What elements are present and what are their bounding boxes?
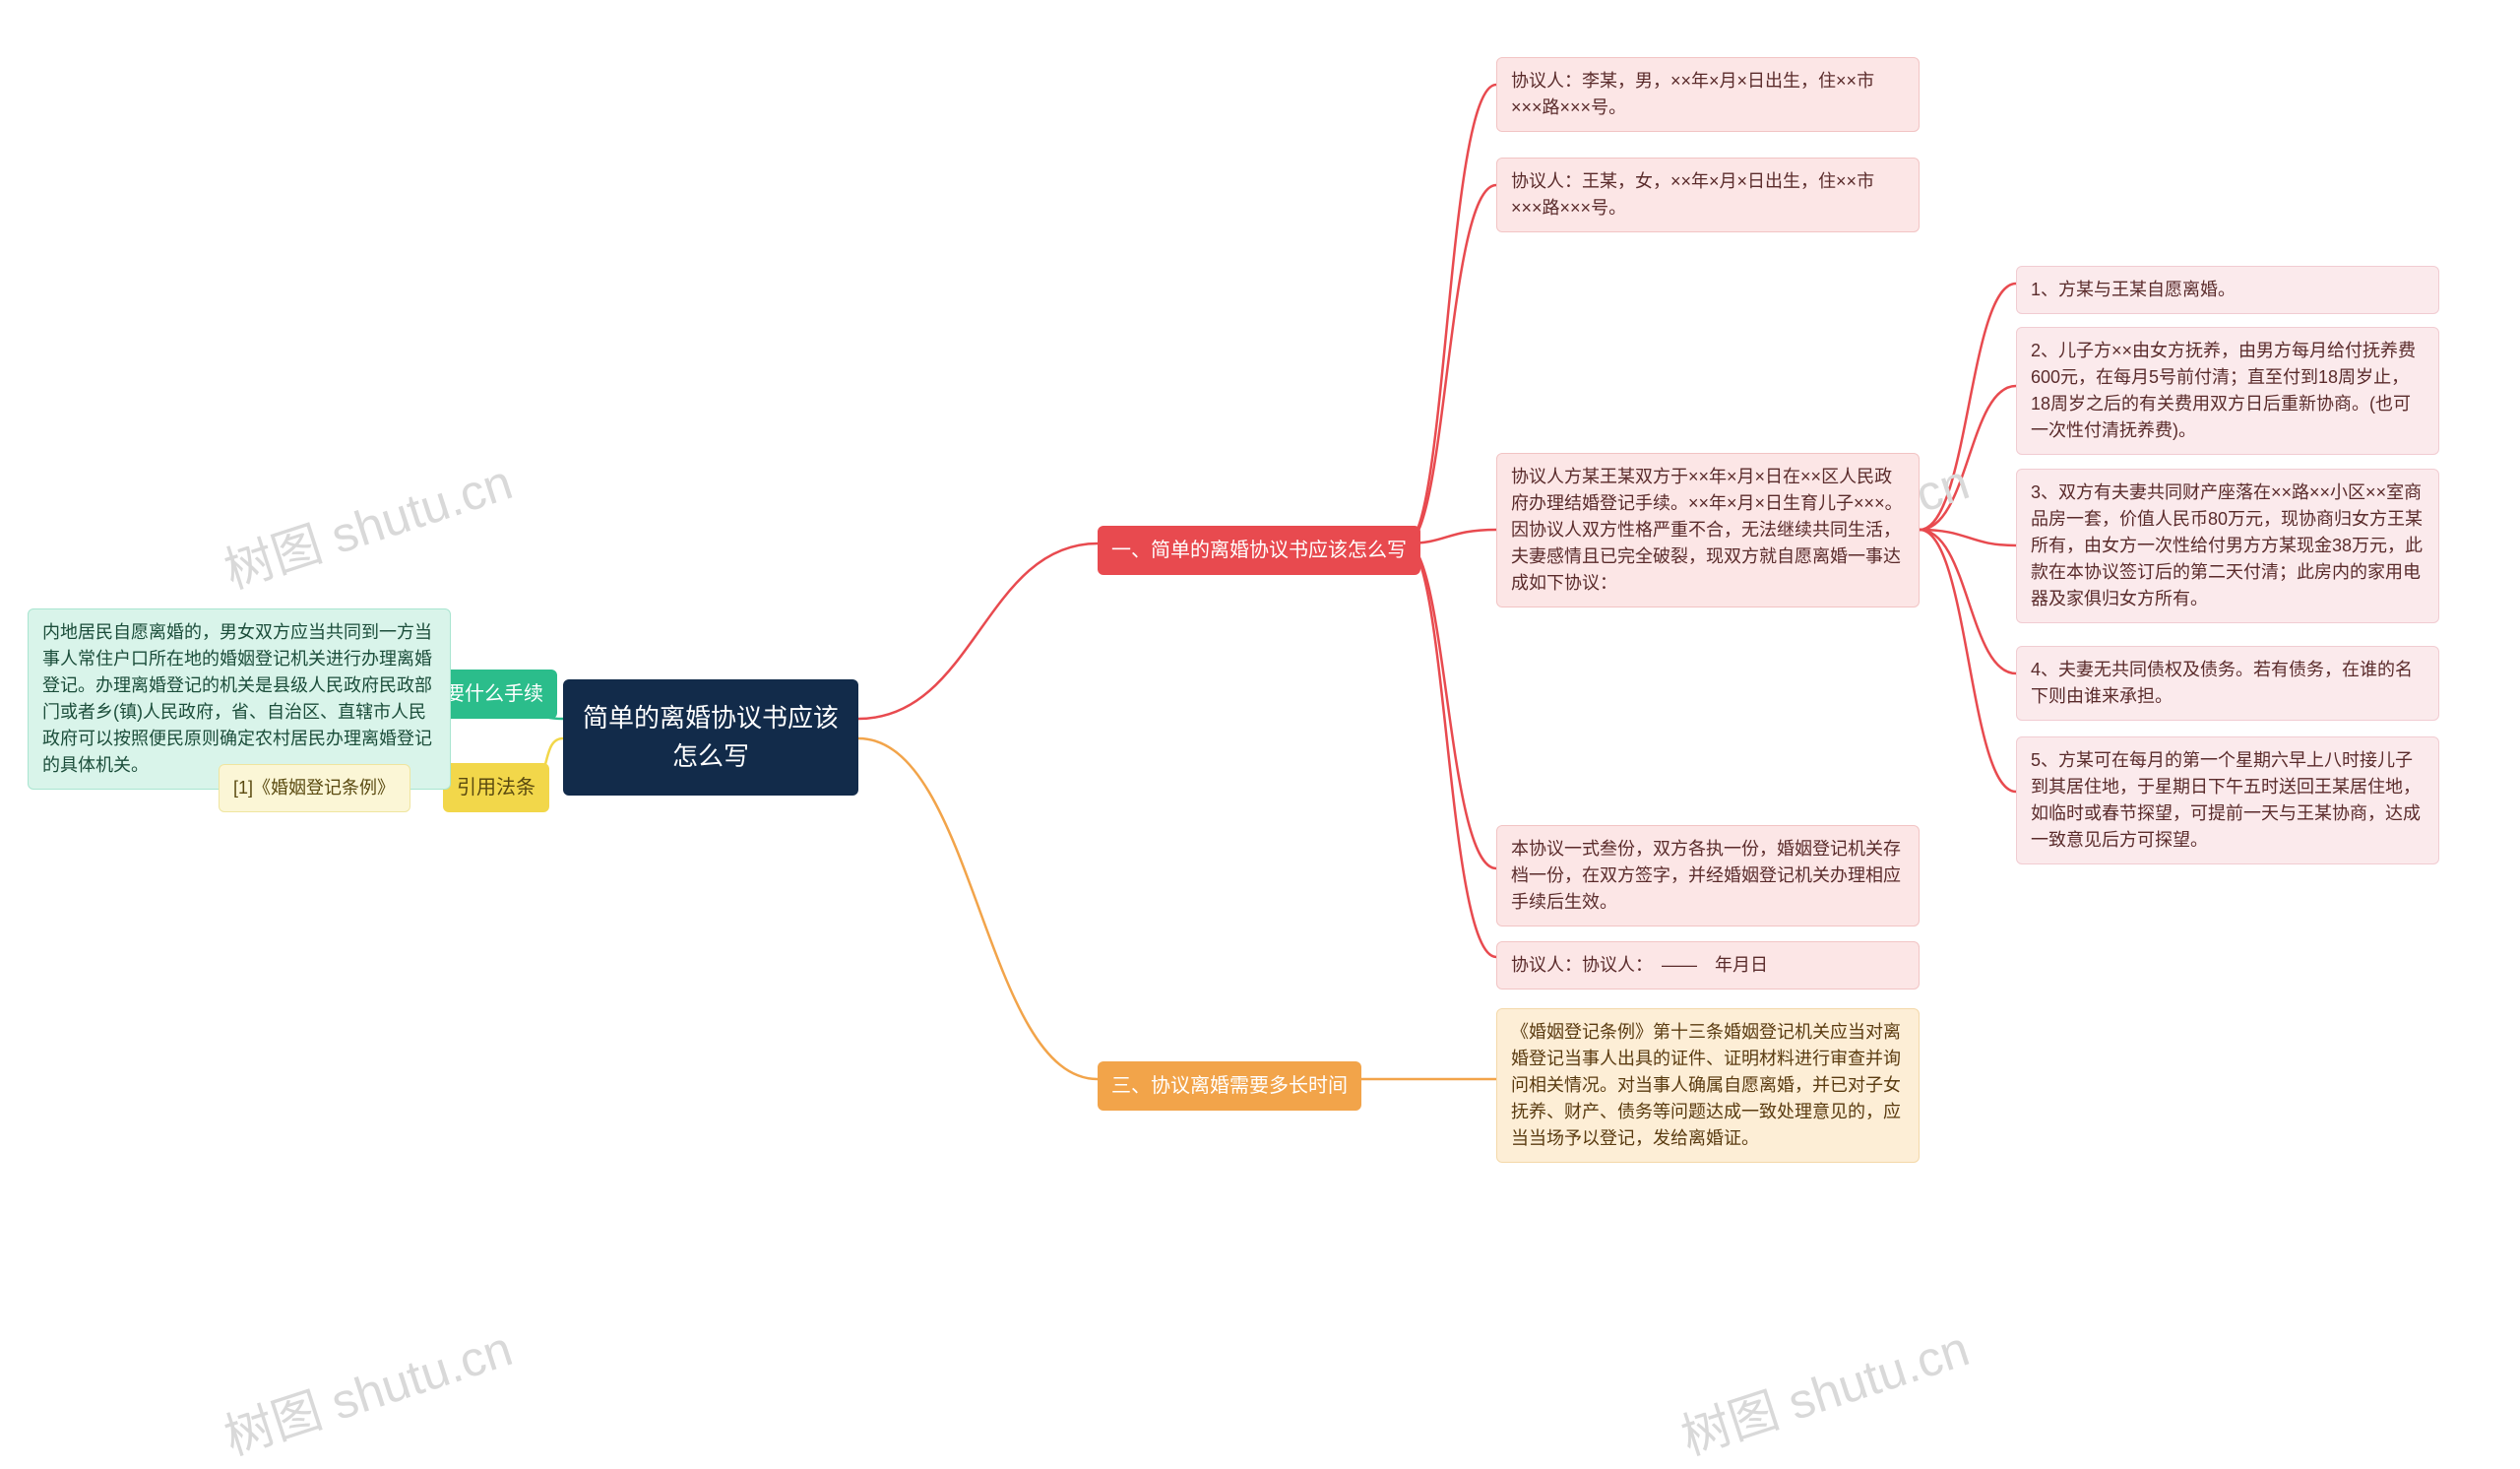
leaf-node[interactable]: 1、方某与王某自愿离婚。 [2016, 266, 2439, 314]
leaf-node[interactable]: 2、儿子方××由女方抚养，由男方每月给付抚养费600元，在每月5号前付清；直至付… [2016, 327, 2439, 455]
connector [1406, 85, 1496, 543]
branch-ref[interactable]: 引用法条 [443, 763, 549, 812]
leaf-node[interactable]: 协议人方某王某双方于××年×月×日在××区人民政府办理结婚登记手续。××年×月×… [1496, 453, 1920, 607]
connector [858, 543, 1098, 719]
leaf-node[interactable]: 4、夫妻无共同债权及债务。若有债务，在谁的名下则由谁来承担。 [2016, 646, 2439, 721]
leaf-node[interactable]: [1]《婚姻登记条例》 [219, 764, 410, 812]
leaf-node[interactable]: 3、双方有夫妻共同财产座落在××路××小区××室商品房一套，价值人民币80万元，… [2016, 469, 2439, 623]
connector [1920, 530, 2016, 545]
connector [1920, 530, 2016, 792]
connector [1406, 543, 1496, 868]
root-node[interactable]: 简单的离婚协议书应该怎么写 [563, 679, 858, 796]
branch-one[interactable]: 一、简单的离婚协议书应该怎么写 [1098, 526, 1420, 575]
leaf-node[interactable]: 协议人：李某，男，××年×月×日出生，住××市×××路×××号。 [1496, 57, 1920, 132]
connector [858, 738, 1098, 1079]
leaf-node[interactable]: 协议人：协议人： —— 年月日 [1496, 941, 1920, 990]
connector [1406, 543, 1496, 957]
leaf-node[interactable]: 协议人：王某，女，××年×月×日出生，住××市×××路×××号。 [1496, 158, 1920, 232]
branch-three[interactable]: 三、协议离婚需要多长时间 [1098, 1061, 1361, 1111]
watermark: 树图 shutu.cn [1671, 1309, 1977, 1469]
leaf-node[interactable]: 内地居民自愿离婚的，男女双方应当共同到一方当事人常住户口所在地的婚姻登记机关进行… [28, 608, 451, 790]
leaf-node[interactable]: 《婚姻登记条例》第十三条婚姻登记机关应当对离婚登记当事人出具的证件、证明材料进行… [1496, 1008, 1920, 1163]
connector [1920, 386, 2016, 530]
watermark: 树图 shutu.cn [215, 443, 520, 603]
watermark: 树图 shutu.cn [215, 1309, 520, 1469]
leaf-node[interactable]: 5、方某可在每月的第一个星期六早上八时接儿子到其居住地，于星期日下午五时送回王某… [2016, 736, 2439, 864]
connector [1920, 284, 2016, 530]
connector [1406, 185, 1496, 543]
leaf-node[interactable]: 本协议一式叁份，双方各执一份，婚姻登记机关存档一份，在双方签字，并经婚姻登记机关… [1496, 825, 1920, 926]
connector [1920, 530, 2016, 673]
